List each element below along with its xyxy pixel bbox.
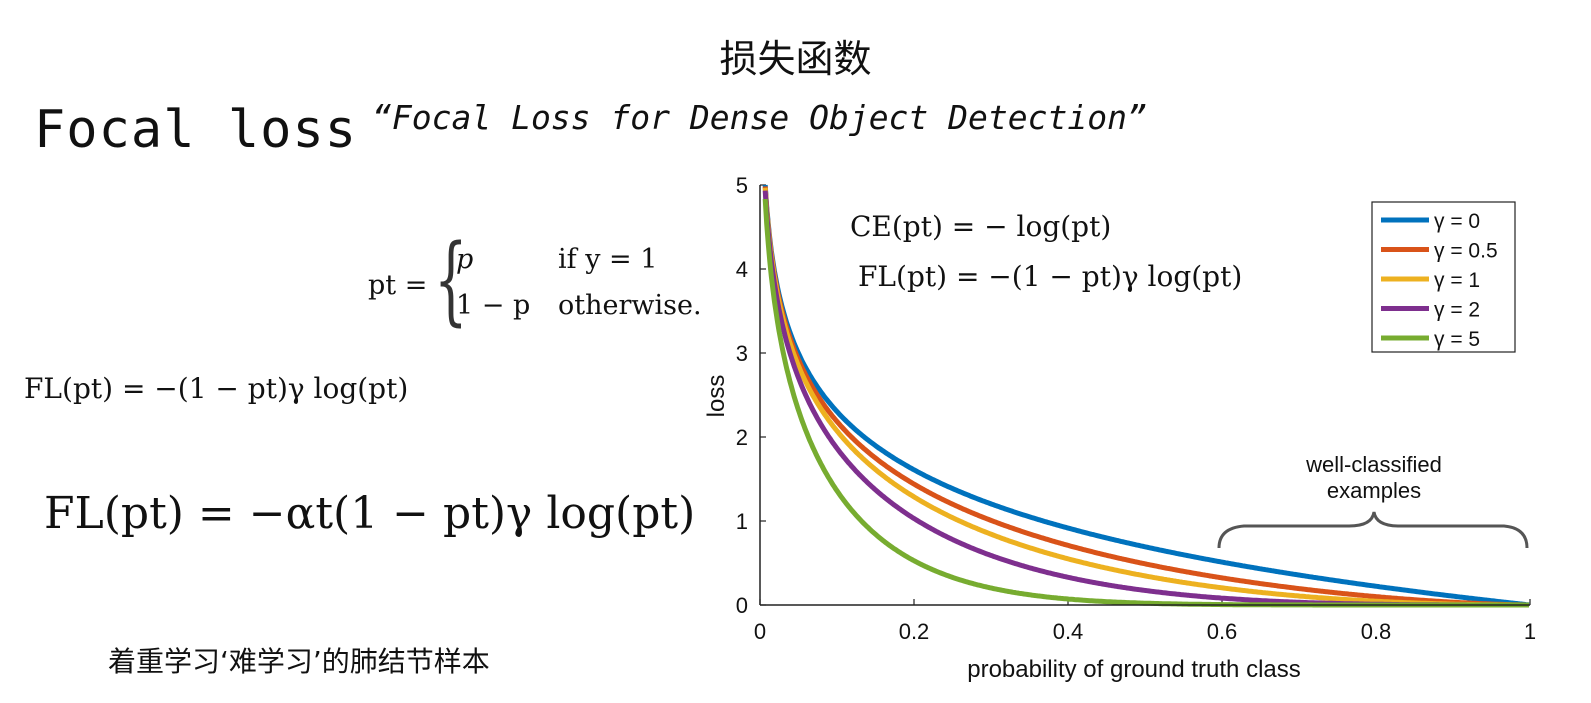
x-tick-label: 0 [754, 619, 766, 644]
annotation-line-1: well-classified [1305, 452, 1442, 477]
pt-definition-lhs: pt = [368, 270, 428, 301]
chart-fl-formula: FL(pt) = −(1 − pt)γ log(pt) [858, 260, 1242, 293]
y-tick-label: 0 [736, 593, 748, 618]
legend: γ = 0 γ = 0.5 γ = 1 γ = 2 γ = 5 [1371, 201, 1516, 353]
legend-label: γ = 0.5 [1434, 240, 1498, 263]
series-line [762, 186, 1530, 608]
x-tick-label: 0.8 [1361, 619, 1392, 644]
y-tick-label: 3 [736, 341, 748, 366]
y-tick-label: 1 [736, 509, 748, 534]
legend-label: γ = 0 [1434, 210, 1480, 233]
y-axis-label: loss [703, 375, 730, 418]
ce-formula: CE(pt) = − log(pt) [850, 210, 1111, 243]
annotation-line-2: examples [1327, 478, 1421, 503]
note-text: 着重学习‘难学习’的肺结节样本 [108, 645, 490, 678]
y-tick-label: 4 [736, 257, 748, 282]
page-title: 损失函数 [719, 37, 872, 81]
x-axis-label: probability of ground truth class [967, 656, 1301, 683]
pt-case2-condition: otherwise. [558, 290, 702, 321]
curly-brace-icon: { [434, 224, 468, 336]
y-tick-label: 5 [736, 173, 748, 198]
pt-case2-expression: 1 − p [456, 290, 531, 321]
x-tick-label: 0.6 [1207, 619, 1238, 644]
x-tick-label: 0.2 [899, 619, 930, 644]
focal-loss-formula: FL(pt) = −(1 − pt)γ log(pt) [24, 372, 409, 405]
brace-annotation-icon [1217, 511, 1529, 549]
section-heading: Focal loss [34, 100, 358, 160]
legend-label: γ = 2 [1434, 299, 1480, 322]
legend-label: γ = 5 [1434, 328, 1480, 351]
pt-case1-condition: if y = 1 [558, 244, 658, 275]
legend-label: γ = 1 [1434, 269, 1480, 292]
focal-loss-alpha-formula: FL(pt) = −αt(1 − pt)γ log(pt) [44, 488, 696, 539]
x-tick-label: 0.4 [1053, 619, 1084, 644]
series-line [762, 184, 1530, 608]
paper-title: “Focal Loss for Dense Object Detection” [372, 98, 1147, 137]
y-tick-label: 2 [736, 425, 748, 450]
pt-case1-expression: p [456, 244, 474, 275]
x-tick-label: 1 [1524, 619, 1536, 644]
axis-ticks: 0 0.2 0.4 0.6 0.8 1 0 1 2 3 4 5 [736, 173, 1536, 644]
